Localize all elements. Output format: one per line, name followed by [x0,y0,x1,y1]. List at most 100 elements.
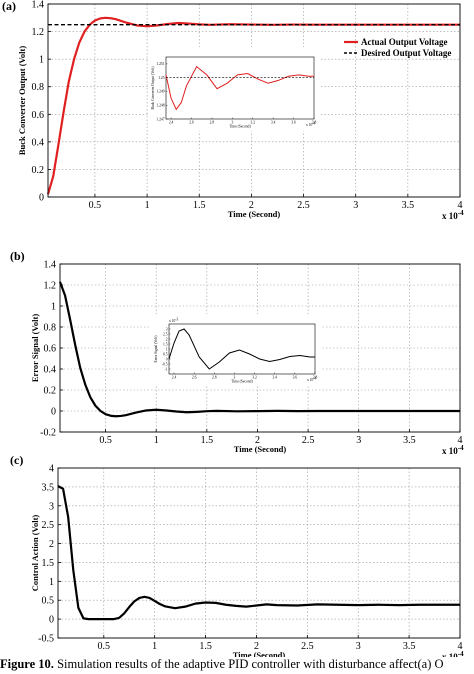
inset-x-tick-label-5: 3.4 [271,121,276,125]
y-tick-label-6: 1.2 [32,27,45,38]
inset-y-tick-label-7: 2.5 [163,332,168,336]
inset-y-tick-label-2: 1.249 [156,90,164,94]
inset-x-tick-label-6: 3.6 [293,376,298,380]
y-tick-label-6: 2.5 [42,520,55,531]
y-tick-label-4: 1.5 [42,558,55,569]
chart-panel-1: 0.5 1 1.5 2 2.5 3 3.5 4-0.200.20.40.60.811.21.4… [10,249,464,456]
inset-x-tick-label-7: 3.8 [312,121,317,125]
inset-x-tick-label-2: 2.8 [210,121,215,125]
inset-x-exponent: x 10-4 [307,377,316,383]
x-exponent-label: x 10-4 [442,444,464,456]
inset-y-tick-label-5: 1.5 [163,342,168,346]
figure-caption: Figure 10. Simulation results of the ada… [0,657,474,674]
x-tick-label-1: 1 [154,435,159,446]
x-tick-label-2: 1.5 [201,435,214,446]
x-tick-label-2: 1.5 [199,641,212,652]
inset-x-exponent-power: -4 [312,122,315,126]
x-tick-label-3: 2 [254,641,259,652]
y-tick-label-0: -0.5 [38,634,54,645]
axes-box [57,467,461,639]
x-tick-label-3: 2 [249,200,254,211]
x-exponent-base: x 10 [442,446,458,456]
inset-x-exponent-base: x 10 [307,378,313,382]
chart-panel-2: 0.5 1 1.5 2 2.5 3 3.5 4 -0.5 0 0.5 1 1.5 2 2.5 3 3.5 4 Tim… [10,453,464,657]
inset-y-tick-label-1: -0.5 [162,362,168,366]
x-tick-label-5: 3 [356,641,361,652]
y-tick-label-3: 0.6 [32,110,45,121]
inset-y-exponent-power: -3 [175,318,178,322]
y-axis-label: Buck Converter Output (Volt) [17,46,27,155]
inset-y-tick-label-4: 1 [166,347,168,351]
x-tick-label-7: 4 [458,435,463,446]
inset-x-exponent: x 10-4 [306,122,315,128]
x-tick-label-6: 3.5 [403,641,416,652]
inset-y-tick-label-4: 1.251 [156,62,164,66]
plot-area [58,468,460,638]
inset-series-line-0 [168,328,315,370]
y-tick-label-1: 0 [51,407,56,418]
x-tick-label-5: 3 [356,435,361,446]
y-tick-label-1: 0 [49,615,54,626]
x-exponent-power: -4 [458,650,464,657]
inset-x-tick-label-1: 2.6 [192,376,197,380]
inset-y-exponent-base: x 10 [169,319,175,323]
x-tick-label-3: 2 [255,435,260,446]
x-tick-label-4: 2.5 [302,435,315,446]
x-exponent-power: -4 [458,209,464,217]
y-tick-label-4: 0.6 [44,344,57,355]
inset-x-axis-label: Time (Second) [231,380,253,384]
inset-x-tick-label-7: 3.8 [313,376,318,380]
y-tick-label-9: 4 [49,464,54,475]
y-tick-label-7: 3 [49,501,54,512]
y-tick-label-3: 1 [49,577,54,588]
legend-entry-0: Actual Output Voltage [361,37,448,47]
series-line-0 [58,281,460,418]
inset-x-tick-label-4: 3.2 [251,121,256,125]
x-exponent-base: x 10 [442,211,458,221]
x-tick-label-7: 4 [458,200,463,211]
inset-chart-0: 2.4 2.6 2.8 3 3.2 3.4 3.6 3.8 1.247 1.248 1.249 1.2… [148,47,320,131]
x-axis-label: Time (Second) [234,444,287,454]
x-tick-label-0: 0.5 [99,435,112,446]
legend-entry-1: Desired Output Voltage [361,48,451,58]
x-exponent-label: x 10-4 [442,209,464,221]
x-tick-label-1: 1 [152,641,157,652]
y-tick-label-8: 1.4 [44,260,57,271]
inset-y-axis-label: Buck Converter Output (Volt) [151,66,155,110]
inset-y-tick-label-3: 1.25 [158,76,164,80]
y-tick-label-2: 0.4 [32,137,45,148]
inset-x-exponent-base: x 10 [306,123,312,127]
y-tick-label-1: 0.2 [32,165,45,176]
y-tick-label-2: 0.2 [44,386,57,397]
inset-x-tick-label-5: 3.4 [272,376,277,380]
inset-series-line-0 [165,65,314,111]
caption-label: Figure 10. [0,657,54,671]
inset-x-tick-label-3: 3 [231,121,233,125]
x-exponent-power: -4 [458,444,464,452]
x-tick-label-6: 3.5 [402,200,415,211]
inset-axes-box [168,323,316,375]
y-tick-label-4: 0.8 [32,82,45,93]
inset-x-tick-label-2: 2.8 [212,376,217,380]
y-axis-label: Control Action (Volt) [30,515,40,592]
inset-x-tick-label-0: 2.4 [172,376,177,380]
inset-axes-box [165,56,315,120]
y-tick-label-2: 0.5 [42,596,55,607]
figure: 0.5 1 1.5 2 2.5 3 3.5 400.20.40.60.811.21.4Time… [2,0,464,657]
y-tick-label-0: 0 [39,193,44,204]
caption-text: Simulation results of the adaptive PID c… [57,657,444,671]
x-tick-label-0: 0.5 [89,200,102,211]
series-line-0 [57,485,460,621]
panel-label: (a) [2,0,16,13]
y-tick-label-6: 1 [51,302,56,313]
y-tick-label-5: 2 [49,539,54,550]
inset-y-tick-label-3: 0.5 [163,352,168,356]
x-axis-label: Time (Second) [233,650,286,657]
inset-y-tick-label-2: 0 [166,357,168,361]
inset-x-tick-label-6: 3.6 [291,121,296,125]
axes-box [47,3,461,198]
x-tick-label-4: 2.5 [297,200,310,211]
y-tick-label-0: -0.2 [40,428,56,439]
inset-y-exponent: x 10-3 [169,318,178,324]
